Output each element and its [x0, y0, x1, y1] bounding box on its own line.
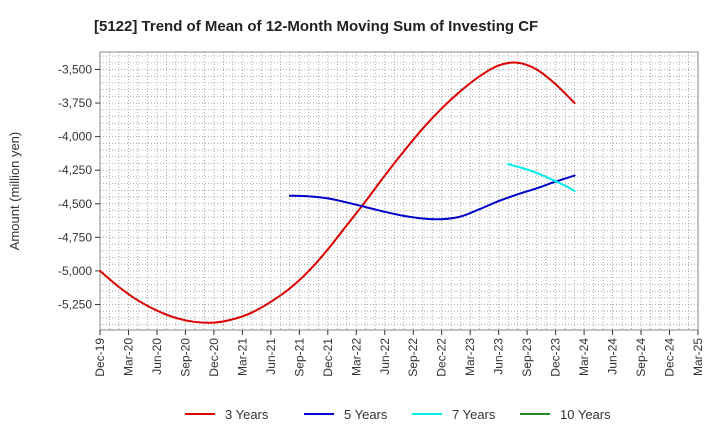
series-line-5-years [288, 174, 576, 221]
x-tick-label: Jun-20 [150, 338, 164, 375]
plot-area [100, 52, 698, 330]
y-tick-label: -5,000 [58, 264, 92, 278]
chart-title: [5122] Trend of Mean of 12-Month Moving … [94, 18, 538, 35]
x-tick-label: Mar-21 [235, 338, 249, 376]
y-axis-label: Amount (million yen) [7, 132, 22, 251]
x-tick-label: Dec-24 [663, 338, 677, 377]
x-tick-label: Sep-23 [520, 338, 534, 377]
x-tick-label: Dec-23 [549, 338, 563, 377]
x-tick-label: Mar-20 [121, 338, 135, 376]
x-tick-label: Dec-20 [207, 338, 221, 377]
y-tick-label: -3,750 [58, 96, 92, 110]
x-tick-label: Jun-22 [378, 338, 392, 375]
x-tick-label: Dec-22 [435, 338, 449, 377]
x-axis: Dec-19 Mar-20 Jun-20 Sep-20 Dec-20 Mar-21 Jun-… [93, 330, 705, 377]
x-tick-label: Mar-23 [463, 338, 477, 376]
series-lines [99, 61, 576, 324]
legend-label-7-years: 7 Years [452, 407, 496, 422]
grid-lines [100, 52, 698, 330]
plot-frame [99, 51, 699, 331]
y-tick-label: -5,250 [58, 297, 92, 311]
y-tick-label: -4,750 [58, 230, 92, 244]
series-line-3-years [99, 61, 576, 324]
y-tick-label: -4,250 [58, 163, 92, 177]
legend-label-5-years: 5 Years [344, 407, 388, 422]
x-tick-label: Sep-22 [406, 338, 420, 377]
x-tick-label: Mar-22 [349, 338, 363, 376]
y-tick-label: -4,500 [58, 197, 92, 211]
legend-label-3-years: 3 Years [225, 407, 269, 422]
x-tick-label: Sep-21 [292, 338, 306, 377]
x-tick-label: Sep-24 [634, 338, 648, 377]
x-tick-label: Mar-25 [691, 338, 705, 376]
y-axis: -3,500 -3,750 -4,000 -4,250 -4,500 -4,750 -5,0… [58, 62, 100, 311]
x-tick-label: Sep-20 [178, 338, 192, 377]
series-line-7-years [507, 163, 576, 192]
x-tick-label: Dec-19 [93, 338, 107, 377]
y-tick-label: -4,000 [58, 130, 92, 144]
x-tick-label: Mar-24 [577, 338, 591, 376]
x-tick-label: Jun-21 [264, 338, 278, 375]
x-tick-label: Dec-21 [321, 338, 335, 377]
x-tick-label: Jun-24 [606, 338, 620, 375]
y-tick-label: -3,500 [58, 62, 92, 76]
legend: 3 Years 5 Years 7 Years 10 Years [185, 407, 611, 422]
x-tick-label: Jun-23 [492, 338, 506, 375]
legend-label-10-years: 10 Years [560, 407, 611, 422]
